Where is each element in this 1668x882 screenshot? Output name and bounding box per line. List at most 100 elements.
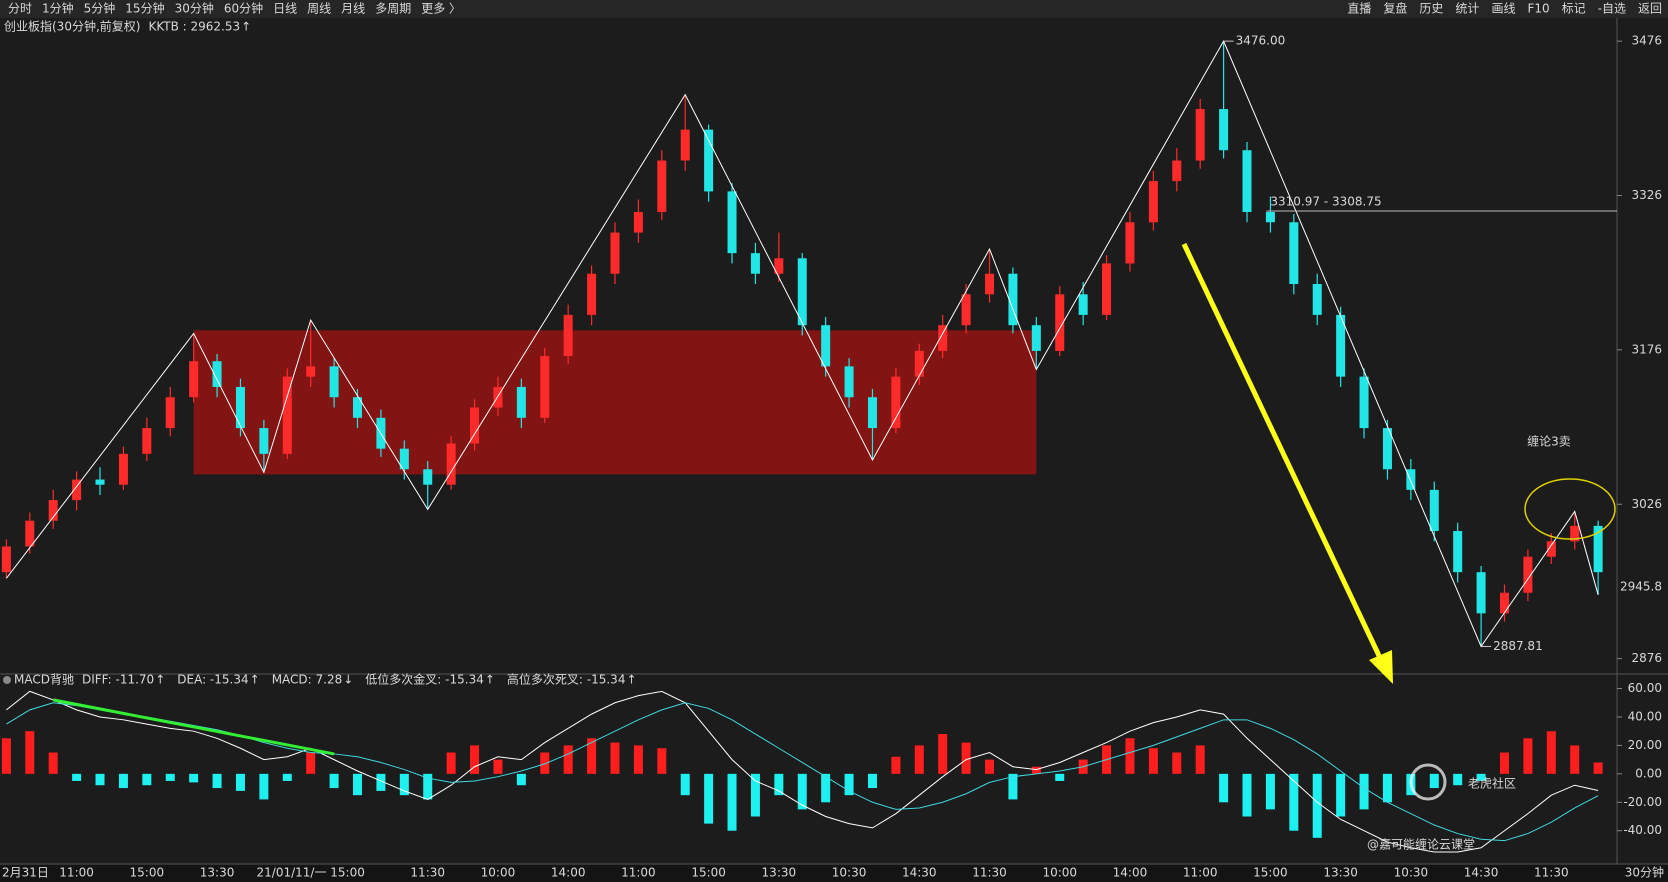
candle-body	[1570, 525, 1580, 542]
macd-bar	[985, 759, 995, 774]
indicator-value: 高位多次死叉: -15.34	[507, 672, 626, 687]
tool-button[interactable]: -自选	[1598, 2, 1626, 16]
x-tick-label: 14:00	[551, 866, 586, 880]
candle-body	[1499, 592, 1509, 614]
macd-bar	[961, 742, 971, 774]
candle-body	[774, 258, 784, 274]
macd-bar	[1, 738, 11, 774]
macd-bar	[750, 773, 760, 817]
x-tick-label: 10:00	[481, 866, 516, 880]
macd-bar	[563, 745, 573, 774]
candle-body	[1453, 531, 1463, 573]
tool-button[interactable]: 直播	[1347, 2, 1371, 16]
macd-bar	[329, 773, 339, 789]
x-tick-label: 11:00	[621, 866, 656, 880]
macd-bar	[48, 752, 58, 774]
candle-body	[1219, 109, 1229, 151]
candle-body	[165, 397, 175, 429]
candle-body	[353, 397, 363, 418]
x-tick-label: 10:00	[1042, 866, 1077, 880]
y-tick-label: -40.00	[1623, 823, 1662, 837]
macd-bar	[423, 773, 433, 800]
period-tab[interactable]: 分时	[8, 2, 32, 16]
macd-bar	[914, 745, 924, 774]
period-tab[interactable]: 更多 〉	[421, 2, 461, 16]
candle-body	[680, 129, 690, 161]
x-tick-label: 21/01/11/一 15:00	[257, 866, 365, 880]
macd-bar	[867, 773, 877, 789]
tool-button[interactable]: 标记	[1562, 2, 1586, 16]
period-tab[interactable]: 60分钟	[224, 1, 263, 16]
macd-bar	[1008, 773, 1018, 800]
candle-body	[1289, 222, 1299, 285]
candle-body	[282, 376, 292, 454]
candle-body	[1265, 211, 1275, 223]
candle-body	[1312, 284, 1322, 315]
candle-body	[329, 366, 339, 398]
candle-body	[189, 361, 199, 398]
candle-body	[212, 361, 222, 387]
legend-icon	[3, 676, 11, 684]
candle-body	[750, 253, 760, 274]
divergence-line	[52, 698, 335, 756]
y-tick-label: 0.00	[1635, 766, 1662, 780]
x-tick-label: 15:00	[130, 866, 165, 880]
candle-body	[891, 376, 901, 429]
period-tab[interactable]: 月线	[341, 2, 365, 16]
period-tab[interactable]: 30分钟	[175, 1, 214, 16]
period-tab[interactable]: 5分钟	[84, 1, 116, 16]
period-tab[interactable]: 15分钟	[125, 1, 164, 16]
macd-bar	[891, 756, 901, 774]
macd-bar	[540, 752, 550, 774]
macd-bar	[376, 773, 386, 791]
candle-body	[1336, 314, 1346, 377]
macd-bar	[118, 773, 128, 789]
tool-button[interactable]: 复盘	[1383, 1, 1407, 16]
period-tab[interactable]: 多周期	[375, 2, 411, 16]
current-price: 2945.8	[1620, 579, 1662, 593]
tool-button[interactable]: 返回	[1638, 2, 1662, 16]
candle-body	[1031, 325, 1041, 351]
candle-body	[235, 386, 245, 429]
macd-line	[6, 702, 1599, 842]
macd-bar	[493, 759, 503, 774]
candle-body	[259, 428, 269, 454]
tool-button[interactable]: 画线	[1491, 2, 1515, 16]
macd-bar	[1195, 745, 1205, 774]
x-tick-label: 11:30	[972, 866, 1007, 880]
candle-body	[95, 479, 105, 485]
macd-bar	[1570, 745, 1580, 774]
macd-bar	[587, 738, 597, 774]
macd-bar	[353, 773, 363, 796]
macd-bar	[212, 773, 222, 789]
tool-button[interactable]: F10	[1527, 2, 1549, 16]
y-tick-label: 20.00	[1628, 738, 1662, 752]
candle-body	[727, 191, 737, 254]
y-tick-label: 40.00	[1628, 709, 1662, 723]
macd-bar	[1125, 738, 1135, 774]
x-tick-label: 13:30	[762, 866, 797, 880]
macd-bar	[797, 773, 807, 810]
candle-body	[1078, 294, 1088, 315]
period-tab[interactable]: 周线	[307, 2, 331, 16]
period-label: 30分钟	[1625, 865, 1664, 880]
candle-body	[1429, 489, 1439, 532]
candle-body	[1, 546, 11, 573]
macd-bar	[1172, 752, 1182, 774]
tool-button[interactable]: 统计	[1455, 2, 1479, 16]
tool-button[interactable]: 历史	[1419, 2, 1443, 16]
candle-body	[657, 160, 667, 212]
candle-body	[423, 469, 433, 485]
period-tab[interactable]: 日线	[273, 2, 297, 16]
macd-bar	[470, 745, 480, 774]
candle-body	[985, 273, 995, 295]
x-tick-label: 15:00	[691, 866, 726, 880]
indicator-value: MACD: 7.28	[272, 673, 343, 687]
watermark-logo	[1409, 763, 1447, 801]
x-tick-label: 13:30	[1323, 866, 1358, 880]
macd-bar	[142, 773, 152, 786]
candle-body	[1148, 181, 1158, 223]
x-tick-label: 14:30	[1464, 866, 1499, 880]
indicator-value: 低位多次金叉: -15.34	[365, 672, 484, 687]
period-tab[interactable]: 1分钟	[42, 1, 74, 16]
